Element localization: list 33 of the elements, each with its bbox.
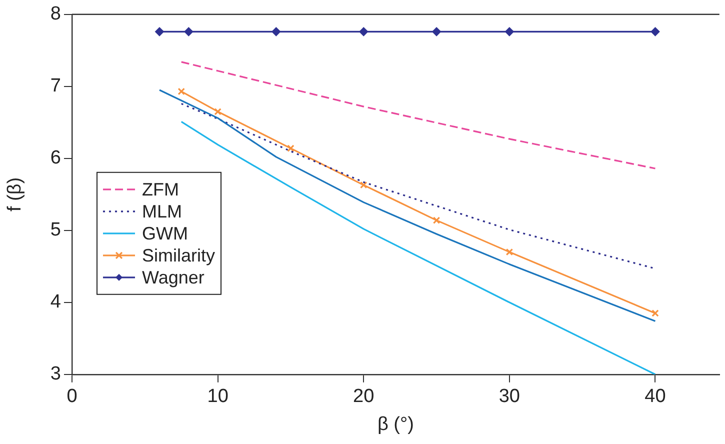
point — [652, 310, 659, 317]
x-tick-label: 30 — [498, 386, 520, 408]
x-tick-label: 0 — [66, 386, 78, 408]
legend-label: Wagner — [142, 267, 204, 288]
y-tick-label: 5 — [50, 220, 61, 241]
point — [178, 88, 185, 96]
y-axis-title: f (β) — [4, 177, 26, 212]
point — [506, 248, 514, 256]
point — [287, 144, 294, 152]
legend-label: MLM — [142, 201, 182, 222]
legend-label: ZFM — [142, 179, 179, 200]
y-tick-label: 4 — [50, 292, 62, 313]
legend-label: GWM — [142, 223, 188, 244]
point — [360, 181, 368, 189]
point — [432, 27, 442, 36]
legend-label: Similarity — [142, 245, 216, 266]
x-tick-label: 20 — [353, 386, 374, 408]
point — [272, 27, 281, 36]
point — [359, 27, 368, 36]
point — [650, 27, 660, 36]
point — [504, 27, 514, 36]
y-tick-label: 7 — [50, 76, 61, 97]
y-tick-label: 8 — [50, 4, 61, 25]
x-tick-label: 40 — [644, 386, 666, 408]
line-series — [180, 61, 656, 170]
point — [184, 27, 194, 36]
x-tick-label: 10 — [207, 386, 228, 408]
point — [214, 108, 222, 116]
x-axis-title: β (°) — [377, 414, 414, 435]
point — [154, 27, 164, 36]
point — [432, 216, 440, 224]
y-tick-label: 3 — [50, 364, 61, 385]
y-tick-label: 6 — [50, 148, 61, 169]
